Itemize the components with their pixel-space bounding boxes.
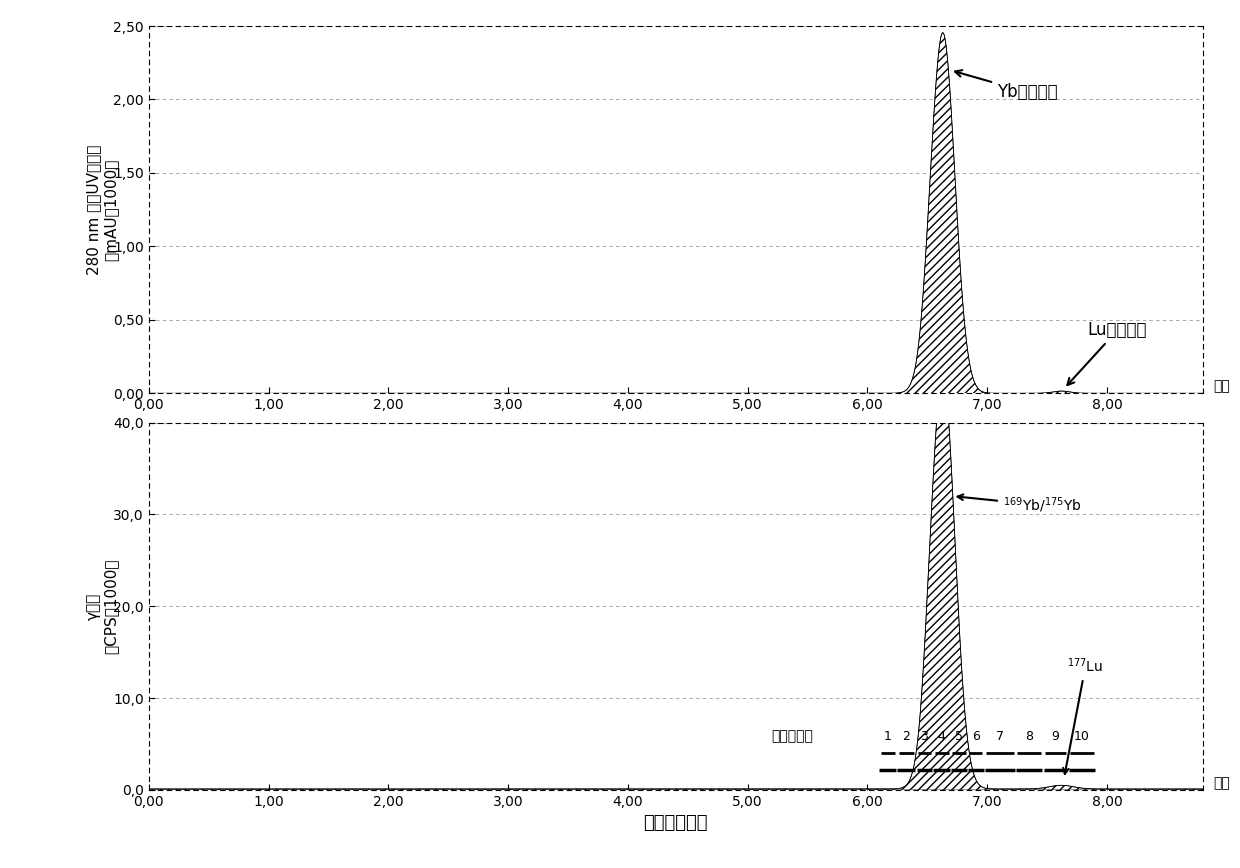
Text: 分钟: 分钟 — [1213, 776, 1230, 790]
Text: 7: 7 — [996, 730, 1004, 743]
Text: 10: 10 — [1074, 730, 1090, 743]
Text: 分钟: 分钟 — [1213, 379, 1230, 393]
Text: 9: 9 — [1052, 730, 1059, 743]
Text: Lu（痕量）: Lu（痕量） — [1068, 321, 1147, 385]
Y-axis label: 280 nm 下的UV吸光度
（mAU＊1000）: 280 nm 下的UV吸光度 （mAU＊1000） — [86, 144, 118, 275]
Text: 5: 5 — [955, 730, 963, 743]
Text: 级分编号：: 级分编号： — [771, 730, 813, 744]
Text: 3: 3 — [920, 730, 929, 743]
Text: 2: 2 — [903, 730, 910, 743]
Text: 4: 4 — [937, 730, 946, 743]
X-axis label: 时间（分钟）: 时间（分钟） — [644, 814, 708, 832]
Text: $^{177}$Lu: $^{177}$Lu — [1063, 657, 1104, 774]
Text: 6: 6 — [972, 730, 980, 743]
Y-axis label: γ检测
（CPS＊1000）: γ检测 （CPS＊1000） — [86, 558, 118, 654]
Text: 1: 1 — [884, 730, 892, 743]
Text: Yb（大量）: Yb（大量） — [955, 70, 1058, 102]
Text: $^{169}$Yb/$^{175}$Yb: $^{169}$Yb/$^{175}$Yb — [957, 495, 1081, 515]
Text: 8: 8 — [1025, 730, 1033, 743]
